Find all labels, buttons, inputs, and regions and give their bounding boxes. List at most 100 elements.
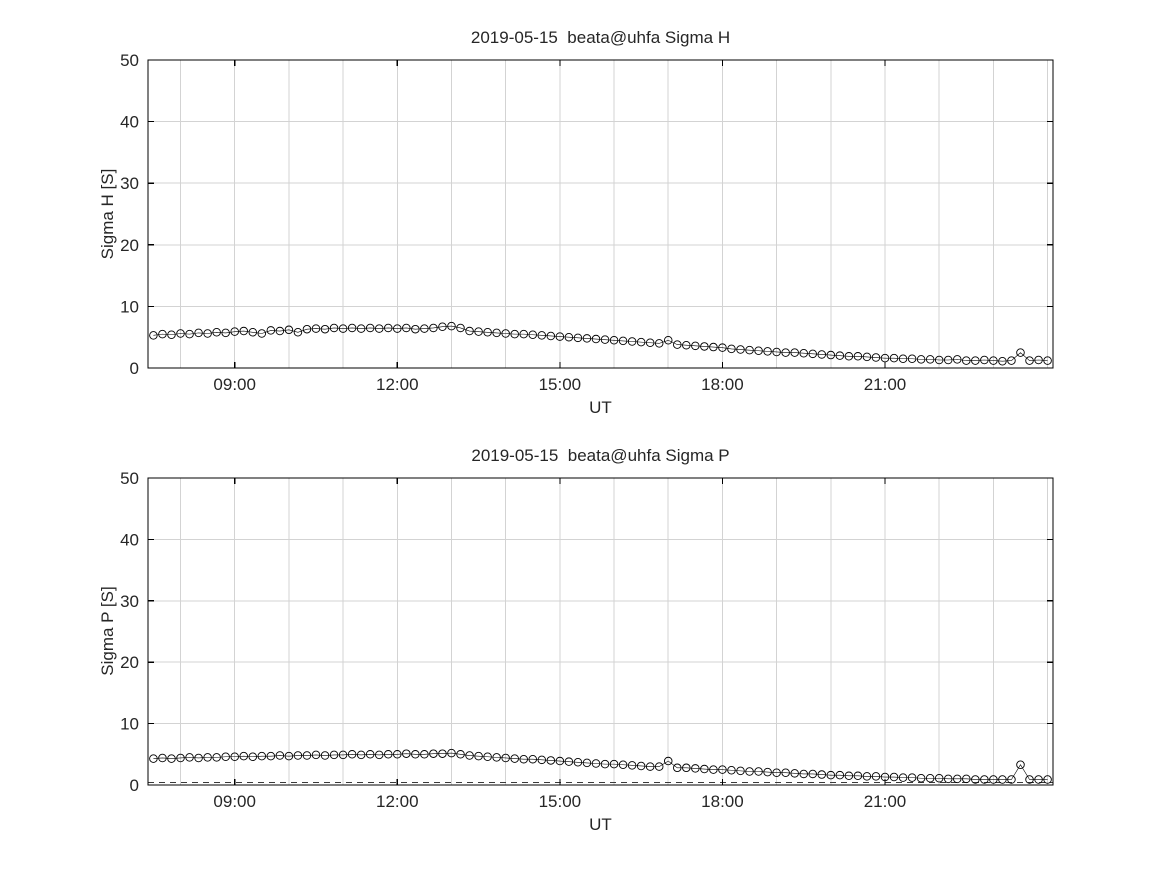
marker [365,750,375,759]
marker [889,772,899,782]
marker [528,754,538,764]
marker [817,350,827,359]
marker [402,749,411,758]
marker [564,332,574,342]
marker [1043,356,1052,365]
marker [528,330,538,339]
marker [221,752,230,762]
xticklab: 21:00 [864,792,907,811]
marker [429,323,438,333]
marker [383,750,393,759]
xticklab: 18:00 [701,792,744,811]
yticklab: 30 [120,174,139,193]
marker [691,764,700,773]
dataline [153,325,1048,362]
marker [564,757,574,766]
sigma-h-ylabel: Sigma H [S] [98,168,117,260]
marker [916,774,926,783]
marker [934,355,944,365]
marker [998,775,1007,784]
marker [591,334,601,344]
marker [275,751,285,760]
marker [311,750,321,760]
marker [510,329,519,339]
marker [230,752,239,762]
marker [754,767,763,776]
sigma-p-title: 2019-05-15 beata@uhfa Sigma P [471,446,730,465]
yticklab: 50 [120,469,139,488]
marker [284,325,294,335]
marker [1034,355,1043,365]
marker [817,770,827,779]
marker [338,750,348,760]
marker [194,328,203,338]
marker [338,324,348,333]
marker [645,338,655,347]
marker [600,335,610,344]
marker [302,751,312,760]
marker [971,356,980,365]
marker [971,775,980,784]
marker [781,348,790,357]
marker [591,759,601,768]
marker [356,750,366,760]
marker [582,334,592,343]
marker [329,750,339,760]
marker [456,750,465,759]
marker [835,351,845,360]
marker [880,353,890,363]
xticklab: 09:00 [213,375,256,394]
marker [808,349,818,359]
marker [492,753,501,762]
marker [203,753,212,762]
sigma-p-plot-canvas: 09:00 12:00 15:00 18:00 21:00 0 10 20 30 40 50 [120,469,1054,811]
marker [618,760,628,769]
marker [447,748,456,758]
marker [790,348,799,357]
yticklab: 40 [120,530,139,549]
marker [194,753,203,763]
marker [989,356,998,365]
marker [772,347,781,357]
marker [402,323,411,333]
marker [682,340,691,350]
marker [483,752,492,762]
marker [980,355,989,365]
sigma-h-title: 2019-05-15 beata@uhfa Sigma H [470,28,731,47]
marker [943,774,953,784]
marker [492,328,501,338]
marker [311,324,321,333]
marker [365,323,375,333]
marker [1016,348,1025,357]
marker [582,758,592,768]
marker [257,329,267,338]
marker [980,775,989,784]
marker [266,326,276,335]
marker [248,752,258,762]
marker [149,331,158,340]
marker [682,763,691,773]
marker [844,771,854,781]
marker [627,337,637,346]
marker [393,750,402,759]
yticklab: 40 [120,113,139,132]
marker [700,764,709,774]
marker [1043,775,1052,784]
marker [673,340,682,349]
marker [302,324,312,334]
marker [790,769,799,778]
marker [411,750,420,759]
marker [835,770,845,780]
marker [727,766,736,775]
marker [374,750,384,760]
marker [501,753,510,763]
sigma-h-plot-canvas: 09:00 12:00 15:00 18:00 21:00 0 10 20 30 40 50 [120,51,1054,394]
marker [212,753,221,762]
marker [654,762,664,771]
marker [736,766,745,776]
marker [1016,760,1025,769]
marker [257,751,267,761]
marker [898,354,908,364]
marker [483,328,492,337]
marker [916,355,926,364]
